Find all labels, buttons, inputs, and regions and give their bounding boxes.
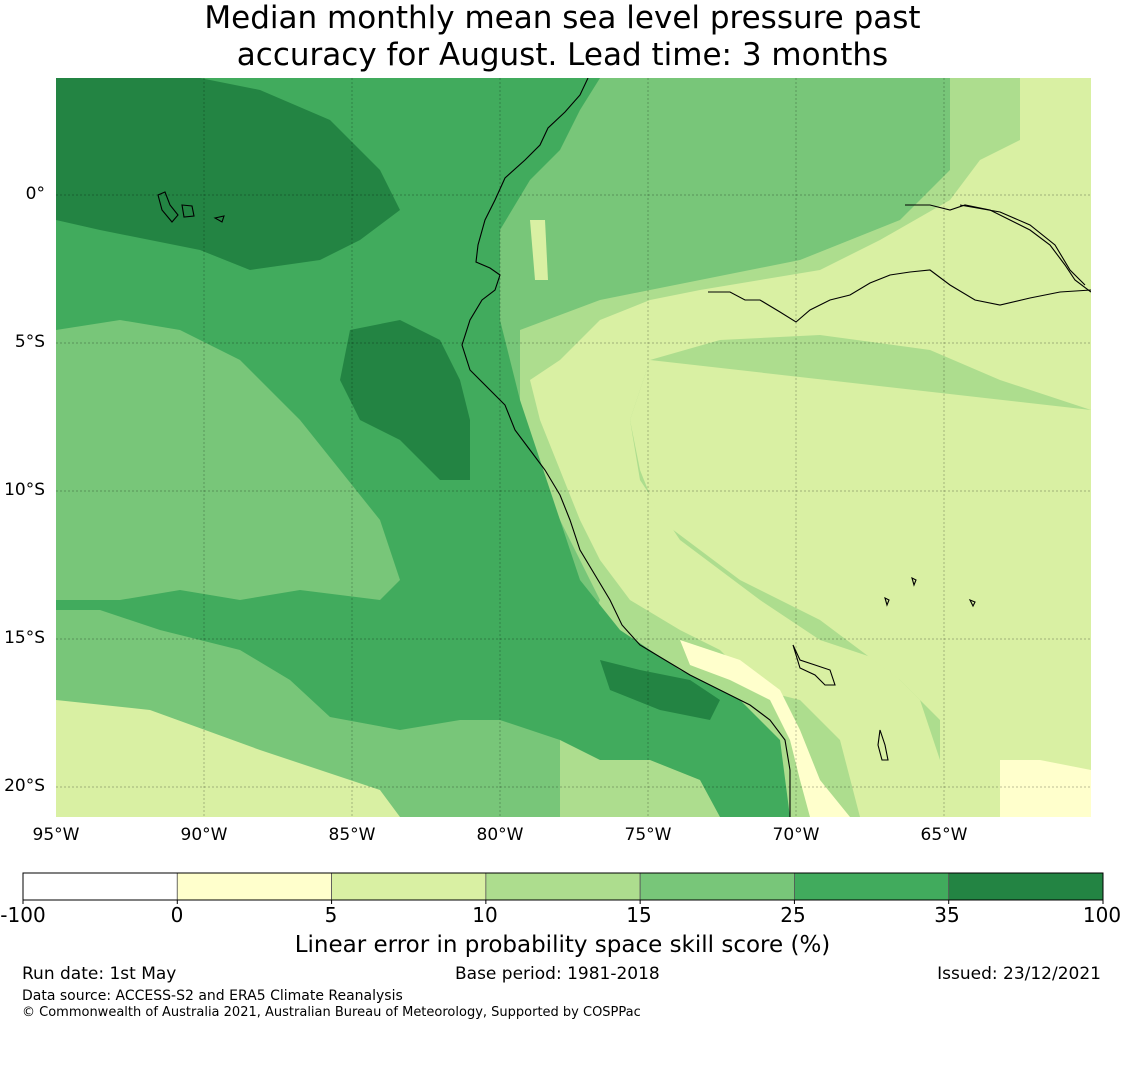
colorbar-tick-label: 25 [780, 903, 806, 927]
lon-label-75w: 75°W [624, 825, 672, 845]
colorbar [22, 872, 1104, 904]
colorbar-tick-label: 15 [626, 903, 652, 927]
colorbar-segment [22, 872, 178, 901]
colorbar-tick-label: 100 [1082, 903, 1122, 927]
colorbar-frame [22, 872, 1104, 901]
south-america-coastline [461, 78, 791, 817]
region-15-25-west [56, 320, 400, 600]
region-5-10-coast [530, 220, 548, 280]
title-line-1: Median monthly mean sea level pressure p… [204, 0, 921, 36]
lat-label-20s: 20°S [4, 776, 45, 796]
lon-label-85w: 85°W [328, 825, 376, 845]
base-period: Base period: 1981-2018 [455, 964, 660, 984]
colorbar-segment [794, 872, 950, 901]
region-0-5-south [680, 640, 850, 817]
lat-label-15s: 15°S [4, 628, 45, 648]
skill-field [56, 78, 1091, 817]
colorbar-tick-label: 35 [934, 903, 960, 927]
region-35-100-south [600, 660, 720, 720]
colorbar-tick-label: 0 [170, 903, 184, 927]
region-5-10-southeast [630, 360, 1091, 817]
region-35-100-northwest [56, 78, 400, 270]
lon-label-70w: 70°W [772, 825, 820, 845]
issued-date: Issued: 23/12/2021 [937, 964, 1101, 984]
amazon-river [708, 269, 1091, 323]
map-title: Median monthly mean sea level pressure p… [0, 0, 1125, 74]
galapagos-islands [157, 191, 225, 223]
colorbar-segment [948, 872, 1104, 901]
colorbar-segment [485, 872, 641, 901]
region-5-10-east [530, 78, 1091, 817]
colorbar-segment [331, 872, 487, 901]
lat-label-0: 0° [25, 184, 45, 204]
region-0-5-southeast [1000, 760, 1091, 817]
region-5-10-southwest [56, 700, 400, 817]
data-source: Data source: ACCESS-S2 and ERA5 Climate … [22, 988, 403, 1004]
lake-titicaca [792, 644, 836, 686]
colorbar-segment [639, 872, 795, 901]
northern-river-2 [959, 204, 1086, 286]
copyright: © Commonwealth of Australia 2021, Austra… [22, 1005, 641, 1020]
northern-river [905, 204, 1091, 293]
gridlines [56, 78, 1091, 817]
lon-label-95w: 95°W [32, 825, 80, 845]
coastlines [157, 78, 1091, 817]
colorbar-tick-label: 10 [472, 903, 498, 927]
lon-label-80w: 80°W [476, 825, 524, 845]
lat-label-10s: 10°S [4, 480, 45, 500]
lon-label-90w: 90°W [180, 825, 228, 845]
colorbar-segment [176, 872, 332, 901]
lake-poopo [877, 729, 889, 761]
title-line-2: accuracy for August. Lead time: 3 months [236, 37, 889, 73]
colorbar-tick-label: 5 [324, 903, 338, 927]
small-lake-1 [911, 576, 917, 587]
run-date: Run date: 1st May [22, 964, 177, 984]
small-lake-2 [884, 596, 890, 607]
colorbar-tick-label: -100 [0, 903, 46, 927]
lat-label-5s: 5°S [14, 332, 45, 352]
small-lake-3 [968, 598, 976, 608]
region-35-100-peru [340, 320, 470, 480]
colorbar-title: Linear error in probability space skill … [294, 932, 831, 958]
lon-label-65w: 65°W [920, 825, 968, 845]
